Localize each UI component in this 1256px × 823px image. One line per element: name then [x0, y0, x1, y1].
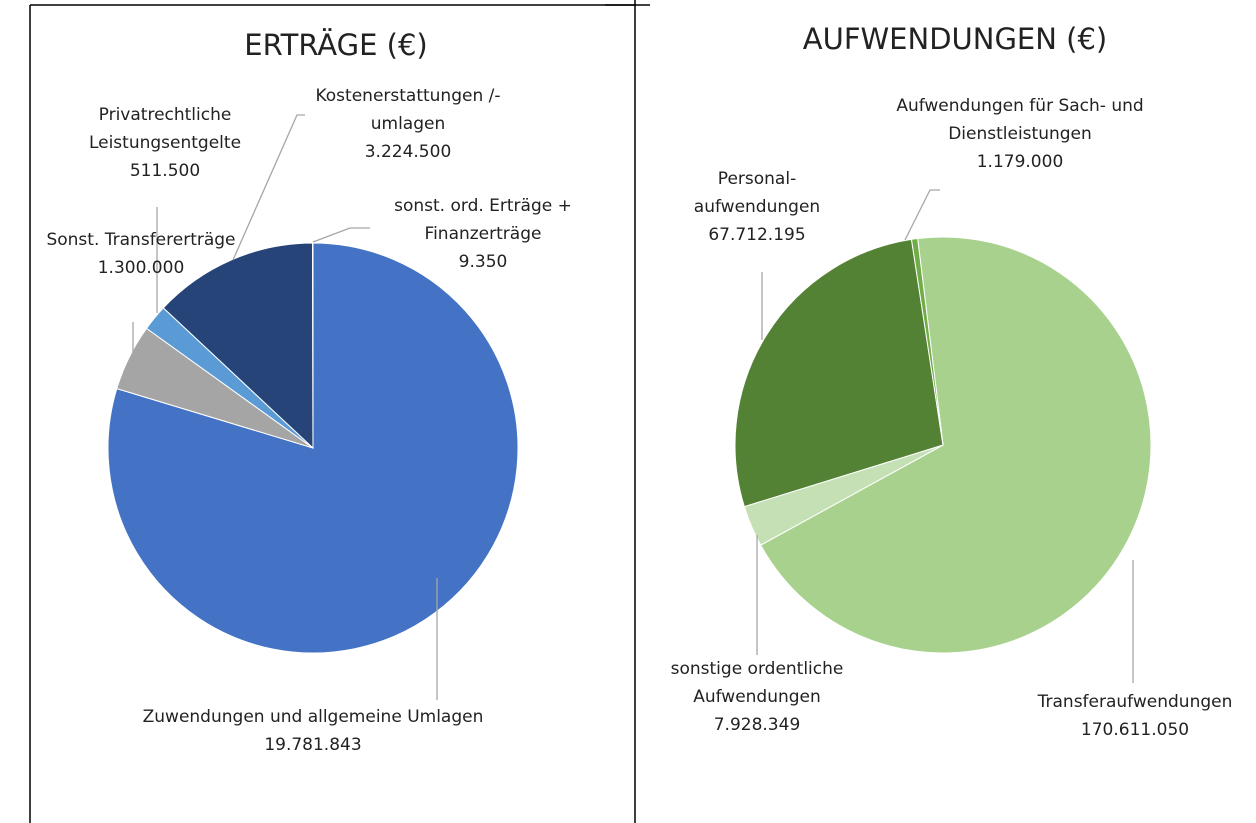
slice-name: Sonst. Transfererträge: [46, 230, 236, 250]
slice-name: Transferaufwendungen: [1037, 692, 1233, 712]
slice-name: Personal-aufwendungen: [693, 169, 821, 217]
slice-name: Privatrechtliche Leistungsentgelte: [88, 105, 242, 153]
slice-value: 1.300.000: [97, 258, 185, 278]
chart-title: ERTRÄGE (€): [244, 28, 428, 62]
slice-name: Zuwendungen und allgemeine Umlagen: [142, 707, 484, 727]
data-label: Privatrechtliche Leistungsentgelte 511.50…: [80, 101, 250, 185]
data-label: Zuwendungen und allgemeine Umlagen 19.781…: [88, 703, 538, 759]
pie-slice: [759, 236, 1152, 654]
data-label: Transferaufwendungen 170.611.050: [1000, 688, 1256, 744]
slice-name: sonstige ordentliche Aufwendungen: [670, 659, 844, 707]
data-label: Sonst. Transfererträge 1.300.000: [21, 226, 261, 282]
table-borders: [29, 0, 650, 823]
data-label: sonstige ordentliche Aufwendungen 7.928.3…: [657, 655, 857, 739]
slice-value: 3.224.500: [364, 142, 452, 162]
slice-value: 170.611.050: [1080, 720, 1190, 740]
data-label: Aufwendungen für Sach- und Dienstleistun…: [860, 92, 1180, 176]
slice-name: sonst. ord. Erträge + Finanzerträge: [394, 196, 572, 244]
leader-line: [904, 189, 940, 241]
leader-line: [312, 227, 370, 243]
pie-slice: [107, 242, 519, 654]
slice-name: Aufwendungen für Sach- und Dienstleistun…: [896, 96, 1144, 144]
pie-slice: [734, 238, 944, 508]
data-label: Personal-aufwendungen 67.712.195: [687, 165, 827, 249]
slice-value: 511.500: [129, 161, 201, 181]
data-label: Kostenerstattungen /-umlagen 3.224.500: [306, 82, 511, 166]
slice-value: 7.928.349: [713, 715, 801, 735]
slice-value: 19.781.843: [264, 735, 362, 755]
pie-slice: [162, 242, 314, 450]
chart-title: AUFWENDUNGEN (€): [802, 22, 1108, 56]
slice-value: 67.712.195: [708, 225, 806, 245]
data-label: sonst. ord. Erträge + Finanzerträge 9.350: [376, 192, 591, 276]
slice-name: Kostenerstattungen /-umlagen: [315, 86, 501, 134]
pie-slice: [910, 237, 944, 446]
leader-line: [232, 114, 305, 261]
slice-value: 1.179.000: [976, 152, 1064, 172]
slice-value: 9.350: [458, 252, 508, 272]
